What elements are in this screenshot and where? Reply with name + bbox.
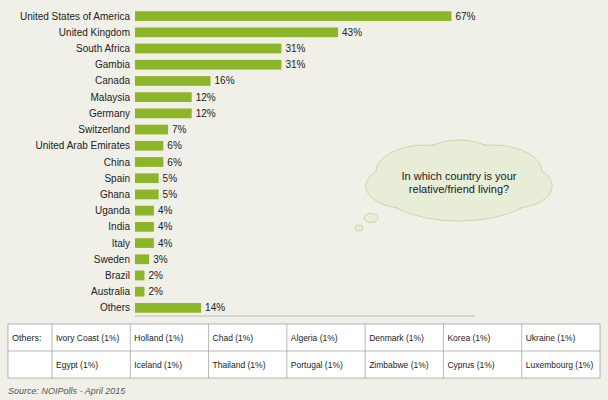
tick-label: South Africa xyxy=(76,43,130,54)
bar xyxy=(135,238,154,248)
annotation-line: relative/friend living? xyxy=(409,183,509,195)
bar xyxy=(135,92,192,102)
data-label: 3% xyxy=(153,254,168,265)
table-divider xyxy=(130,324,131,378)
data-label: 4% xyxy=(158,238,173,249)
table-divider xyxy=(365,324,366,378)
data-label: 5% xyxy=(163,173,178,184)
bar xyxy=(135,271,144,281)
data-label: 12% xyxy=(196,108,216,119)
labels: 67% United States of America 43% United Kin… xyxy=(20,11,476,314)
bar xyxy=(135,206,154,216)
tick-label: China xyxy=(104,157,131,168)
cloud-bubble xyxy=(355,225,363,231)
annotation: In which country is yourrelative/friend … xyxy=(402,170,517,195)
annotation: Ivory Coast (1%) xyxy=(56,333,119,343)
annotation: Zimbabwe (1%) xyxy=(369,360,429,370)
annotation: Ukraine (1%) xyxy=(526,333,576,343)
data-label: 12% xyxy=(196,92,216,103)
annotation: Cyprus (1%) xyxy=(447,360,494,370)
table-divider xyxy=(52,324,53,378)
data-label: 4% xyxy=(158,221,173,232)
cloud-bubble xyxy=(364,214,378,223)
others-table: Others: Ivory Coast (1%) Holland (1%) Chad … xyxy=(8,324,600,378)
tick-label: Germany xyxy=(89,108,130,119)
tick-label: Gambia xyxy=(95,59,130,70)
bar xyxy=(135,287,144,297)
data-label: 31% xyxy=(285,43,305,54)
tick-label: United Kingdom xyxy=(59,27,130,38)
data-label: 31% xyxy=(285,59,305,70)
data-label: 5% xyxy=(163,189,178,200)
annotation: Luxembourg (1%) xyxy=(526,360,594,370)
tick-label: Canada xyxy=(95,75,130,86)
annotation: Holland (1%) xyxy=(134,333,183,343)
axis-line xyxy=(135,316,475,317)
table-divider xyxy=(8,351,600,352)
bar xyxy=(135,76,211,86)
annotation: Algeria (1%) xyxy=(291,333,338,343)
data-label: 6% xyxy=(167,157,182,168)
chart: 67% United States of America 43% United Kin… xyxy=(0,0,608,400)
bar xyxy=(135,44,281,54)
annotation: Iceland (1%) xyxy=(134,360,182,370)
annotation: Chad (1%) xyxy=(213,333,254,343)
bar xyxy=(135,254,149,264)
bar xyxy=(135,109,192,119)
data-label: 43% xyxy=(342,27,362,38)
data-label: 67% xyxy=(455,11,475,22)
bar xyxy=(135,173,159,183)
annotation: Egypt (1%) xyxy=(56,360,98,370)
bar xyxy=(135,125,168,135)
tick-label: Others xyxy=(100,302,130,313)
tick-label: Australia xyxy=(91,286,130,297)
bar xyxy=(135,27,338,37)
bar xyxy=(135,141,163,151)
tick-label: Ghana xyxy=(100,189,130,200)
annotation: Others: xyxy=(12,333,42,343)
annotation: Korea (1%) xyxy=(447,333,490,343)
data-label: 14% xyxy=(205,302,225,313)
bar xyxy=(135,11,451,21)
annotation: Thailand (1%) xyxy=(213,360,266,370)
data-label: 2% xyxy=(148,270,163,281)
annotation: Denmark (1%) xyxy=(369,333,424,343)
tick-label: Malaysia xyxy=(91,92,131,103)
background xyxy=(0,0,608,400)
source: Source: NOIPolls - April 2015 xyxy=(8,386,126,396)
tick-label: Switzerland xyxy=(78,124,130,135)
data-label: 2% xyxy=(148,286,163,297)
tick-label: United States of America xyxy=(20,11,130,22)
table-divider xyxy=(208,324,209,378)
tick-label: Sweden xyxy=(94,254,130,265)
tick-label: United Arab Emirates xyxy=(36,140,131,151)
tick-label: Spain xyxy=(104,173,130,184)
annotation-line: In which country is your xyxy=(402,170,517,182)
bar xyxy=(135,303,201,313)
annotation: Portugal (1%) xyxy=(291,360,343,370)
tick-label: India xyxy=(108,221,130,232)
table-divider xyxy=(443,324,444,378)
bar xyxy=(135,60,281,70)
data-label: 16% xyxy=(215,75,235,86)
tick-label: Brazil xyxy=(105,270,130,281)
bar xyxy=(135,157,163,167)
tick-label: Italy xyxy=(112,238,130,249)
table-divider xyxy=(521,324,522,378)
table-box xyxy=(8,324,600,378)
cloud xyxy=(355,140,552,231)
bar xyxy=(135,222,154,232)
tick-label: Uganda xyxy=(95,205,130,216)
data-label: 7% xyxy=(172,124,187,135)
data-label: 6% xyxy=(167,140,182,151)
table-divider xyxy=(286,324,287,378)
bar xyxy=(135,190,159,200)
data-label: 4% xyxy=(158,205,173,216)
